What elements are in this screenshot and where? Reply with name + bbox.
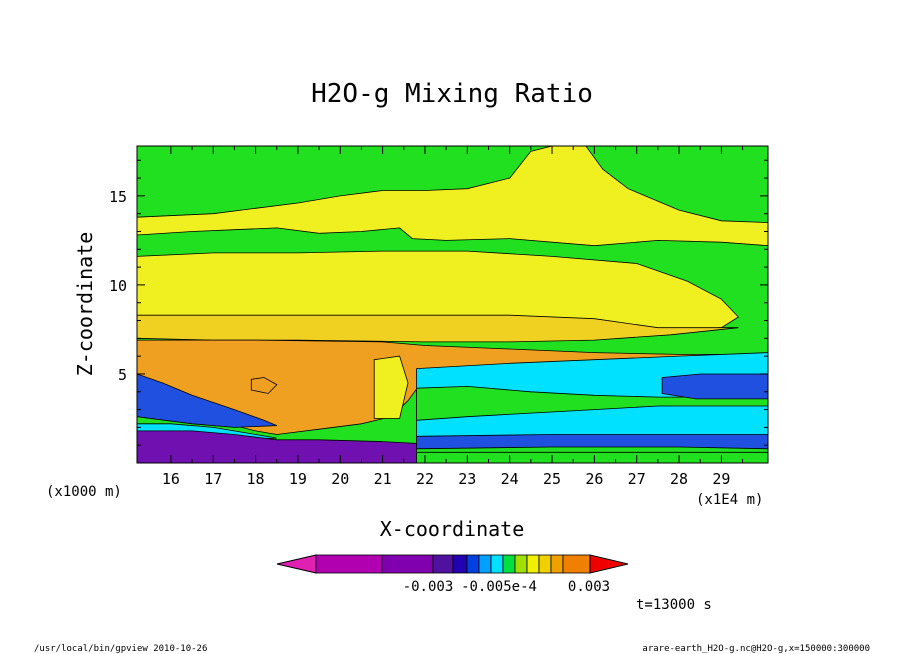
colorbar-label-2: -0.005e-4 <box>461 579 537 595</box>
x-tick-label-16: 16 <box>162 470 180 488</box>
y-axis-label: Z-coordinate <box>73 232 97 377</box>
plot-area <box>137 146 768 463</box>
footer-right: arare-earth_H2O-g.nc@H2O-g,x=150000:3000… <box>642 644 870 654</box>
colorbar-arrow-right <box>589 554 629 574</box>
colorbar-segment-11 <box>550 554 564 574</box>
x-axis-label: X-coordinate <box>380 517 525 541</box>
colorbar-segment-3 <box>452 554 468 574</box>
x-tick-label-18: 18 <box>247 470 265 488</box>
colorbar-segment-8 <box>514 554 528 574</box>
y-tick-label-5: 5 <box>118 366 127 384</box>
x-tick-label-23: 23 <box>458 470 476 488</box>
y-tick-label-15: 15 <box>109 188 127 206</box>
contour-region-6 <box>416 385 768 421</box>
axes: 16 17 18 19 20 21 22 23 24 25 26 27 28 29 5 10 15 <box>109 146 768 488</box>
colorbar <box>276 554 629 574</box>
x-tick-label-25: 25 <box>543 470 561 488</box>
chart-title: H2O-g Mixing Ratio <box>311 79 593 109</box>
colorbar-segment-1 <box>381 554 434 574</box>
colorbar-segment-7 <box>502 554 516 574</box>
x-tick-label-22: 22 <box>416 470 434 488</box>
contour-region-9 <box>137 373 277 428</box>
contour-region-12 <box>416 434 768 450</box>
x-tick-label-29: 29 <box>712 470 730 488</box>
colorbar-segment-5 <box>478 554 492 574</box>
contour-region-7 <box>661 373 768 400</box>
colorbar-segment-0 <box>315 554 383 574</box>
x-tick-label-19: 19 <box>289 470 307 488</box>
colorbar-segment-9 <box>526 554 540 574</box>
x-tick-label-28: 28 <box>670 470 688 488</box>
plot-frame <box>136 145 769 464</box>
x-tick-label-24: 24 <box>501 470 519 488</box>
contour-region-1 <box>137 146 768 247</box>
colorbar-segment-10 <box>538 554 552 574</box>
colorbar-segment-12 <box>562 554 591 574</box>
time-label: t=13000 s <box>636 597 712 613</box>
x-tick-label-27: 27 <box>628 470 646 488</box>
colorbar-label-3: 0.003 <box>568 579 610 595</box>
x-unit-left: (x1000 m) <box>46 484 122 500</box>
footer-left: /usr/local/bin/gpview 2010-10-26 <box>34 644 207 654</box>
contour-region-11 <box>137 430 417 463</box>
colorbar-segment-4 <box>466 554 480 574</box>
x-tick-label-26: 26 <box>585 470 603 488</box>
colorbar-arrow-left <box>276 554 317 574</box>
colorbar-segment-6 <box>490 554 504 574</box>
colorbar-label-1: -0.003 <box>403 579 454 595</box>
colorbar-segment-2 <box>432 554 454 574</box>
x-unit-right: (x1E4 m) <box>696 492 763 508</box>
x-tick-label-17: 17 <box>204 470 222 488</box>
y-tick-label-10: 10 <box>109 277 127 295</box>
contour-region-13 <box>416 451 768 463</box>
contour-region-14 <box>250 377 278 394</box>
x-tick-label-20: 20 <box>331 470 349 488</box>
x-tick-label-21: 21 <box>374 470 392 488</box>
contour-region-8 <box>373 355 409 419</box>
